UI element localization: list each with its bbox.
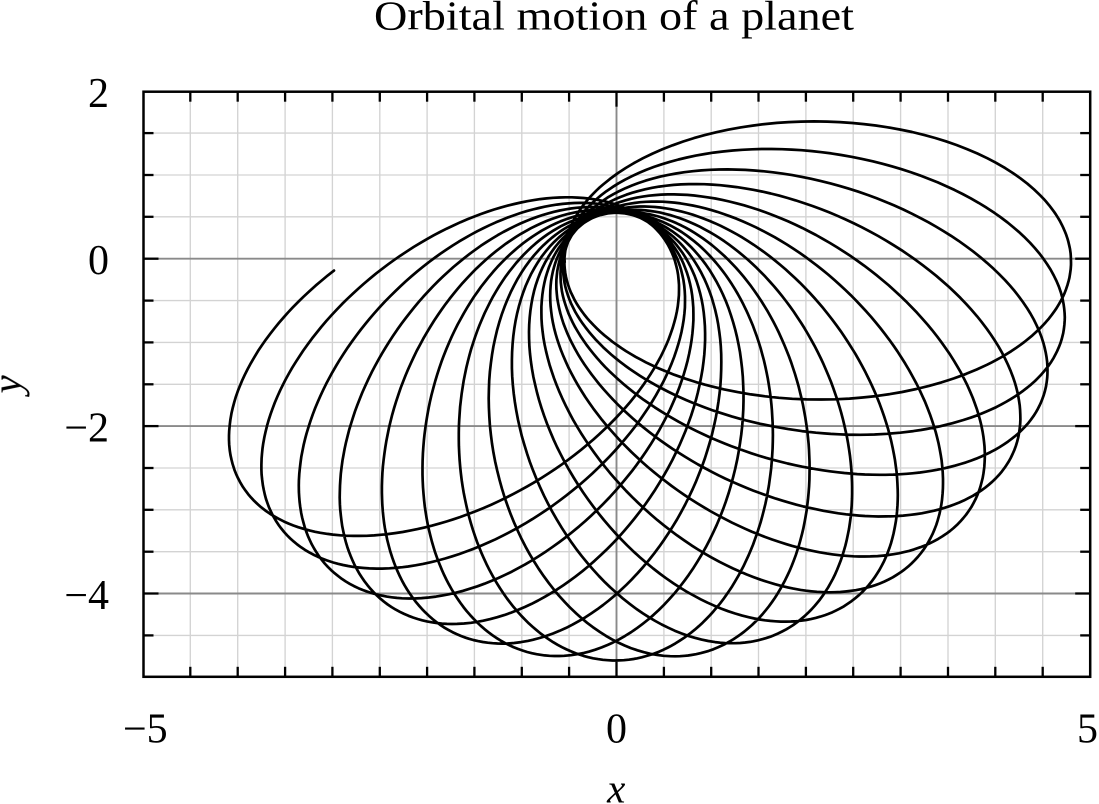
svg-text:5: 5 xyxy=(1077,707,1098,753)
svg-text:−2: −2 xyxy=(64,406,109,452)
svg-text:Orbital motion of a planet: Orbital motion of a planet xyxy=(374,0,855,39)
svg-text:x: x xyxy=(606,765,625,804)
svg-text:−4: −4 xyxy=(64,573,109,619)
svg-text:0: 0 xyxy=(88,238,109,284)
svg-text:0: 0 xyxy=(606,707,627,753)
svg-text:−5: −5 xyxy=(123,707,168,753)
svg-text:y: y xyxy=(0,375,30,398)
svg-text:2: 2 xyxy=(88,71,109,117)
